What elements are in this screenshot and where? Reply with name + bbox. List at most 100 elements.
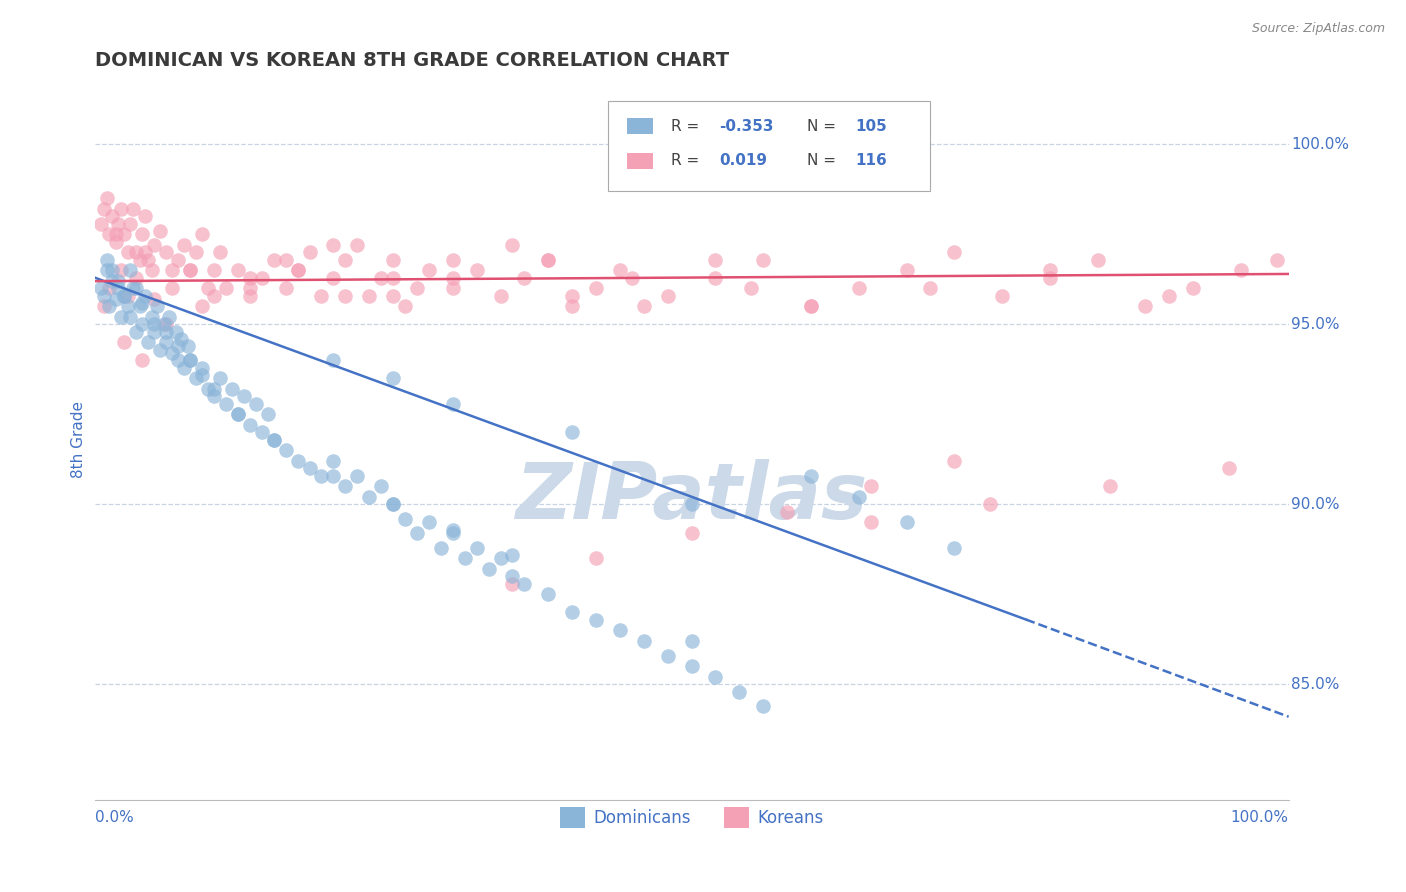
Point <box>157 310 180 325</box>
Point <box>215 281 238 295</box>
Point <box>394 299 416 313</box>
Point <box>141 310 163 325</box>
Point <box>287 454 309 468</box>
Point <box>406 281 429 295</box>
Point <box>107 217 129 231</box>
Point <box>167 339 190 353</box>
Point <box>322 270 344 285</box>
Point <box>121 202 143 216</box>
Point <box>418 263 440 277</box>
Point <box>513 576 536 591</box>
Point <box>117 288 139 302</box>
Point <box>221 382 243 396</box>
Point <box>179 353 201 368</box>
Point <box>848 281 870 295</box>
Point <box>502 576 524 591</box>
Point <box>382 270 405 285</box>
Point <box>97 227 120 242</box>
Point <box>90 281 112 295</box>
Point <box>105 292 128 306</box>
Point <box>370 270 392 285</box>
Point <box>335 479 357 493</box>
Text: Source: ZipAtlas.com: Source: ZipAtlas.com <box>1251 22 1385 36</box>
Point <box>776 504 799 518</box>
Point <box>96 191 118 205</box>
Point <box>169 332 191 346</box>
Point <box>274 252 297 267</box>
Point <box>143 238 166 252</box>
Point <box>167 252 190 267</box>
Point <box>120 310 142 325</box>
Point <box>311 468 333 483</box>
Point <box>1182 281 1205 295</box>
Point <box>215 396 238 410</box>
Text: 116: 116 <box>855 153 887 169</box>
Point <box>728 684 751 698</box>
Point <box>125 245 148 260</box>
Point <box>101 210 124 224</box>
Point <box>896 516 918 530</box>
Point <box>382 371 405 385</box>
Point <box>101 274 124 288</box>
Point <box>191 360 214 375</box>
Point <box>681 659 703 673</box>
Text: 90.0%: 90.0% <box>1291 497 1340 512</box>
Point <box>167 353 190 368</box>
Point <box>149 343 172 357</box>
Point <box>179 263 201 277</box>
Point <box>1218 461 1240 475</box>
Point <box>202 263 225 277</box>
Point <box>1098 479 1121 493</box>
Point <box>502 548 524 562</box>
Point <box>609 624 631 638</box>
Point <box>96 252 118 267</box>
Point <box>179 263 201 277</box>
Text: 100.0%: 100.0% <box>1230 810 1289 825</box>
Point <box>657 288 679 302</box>
Point <box>121 281 143 295</box>
Text: 105: 105 <box>855 119 887 134</box>
Point <box>117 299 139 313</box>
Point <box>97 299 120 313</box>
Point <box>145 299 167 313</box>
Point <box>406 526 429 541</box>
Text: N =: N = <box>807 153 841 169</box>
Point <box>322 454 344 468</box>
Text: 0.019: 0.019 <box>718 153 768 169</box>
Point <box>110 202 132 216</box>
Point <box>153 318 176 332</box>
Point <box>465 263 488 277</box>
Point <box>136 335 159 350</box>
Point <box>165 325 187 339</box>
Point <box>537 587 560 601</box>
Point <box>287 263 309 277</box>
Point <box>134 288 156 302</box>
Point <box>129 299 152 313</box>
Point <box>134 245 156 260</box>
Point <box>609 263 631 277</box>
Point <box>93 288 115 302</box>
Point <box>454 551 477 566</box>
Point <box>105 227 128 242</box>
Point <box>1159 288 1181 302</box>
Point <box>633 634 655 648</box>
Point <box>752 698 775 713</box>
Point <box>191 368 214 382</box>
Point <box>537 252 560 267</box>
Point <box>125 325 148 339</box>
Point <box>359 288 381 302</box>
Point <box>704 252 727 267</box>
Point <box>489 551 512 566</box>
Point <box>1230 263 1253 277</box>
Point <box>149 224 172 238</box>
Point <box>478 562 501 576</box>
Point <box>97 281 120 295</box>
Point <box>112 288 135 302</box>
Point <box>184 245 207 260</box>
Point <box>620 270 643 285</box>
Point <box>250 425 273 440</box>
Point <box>322 353 344 368</box>
Point <box>112 335 135 350</box>
Point <box>382 288 405 302</box>
Point <box>1087 252 1109 267</box>
